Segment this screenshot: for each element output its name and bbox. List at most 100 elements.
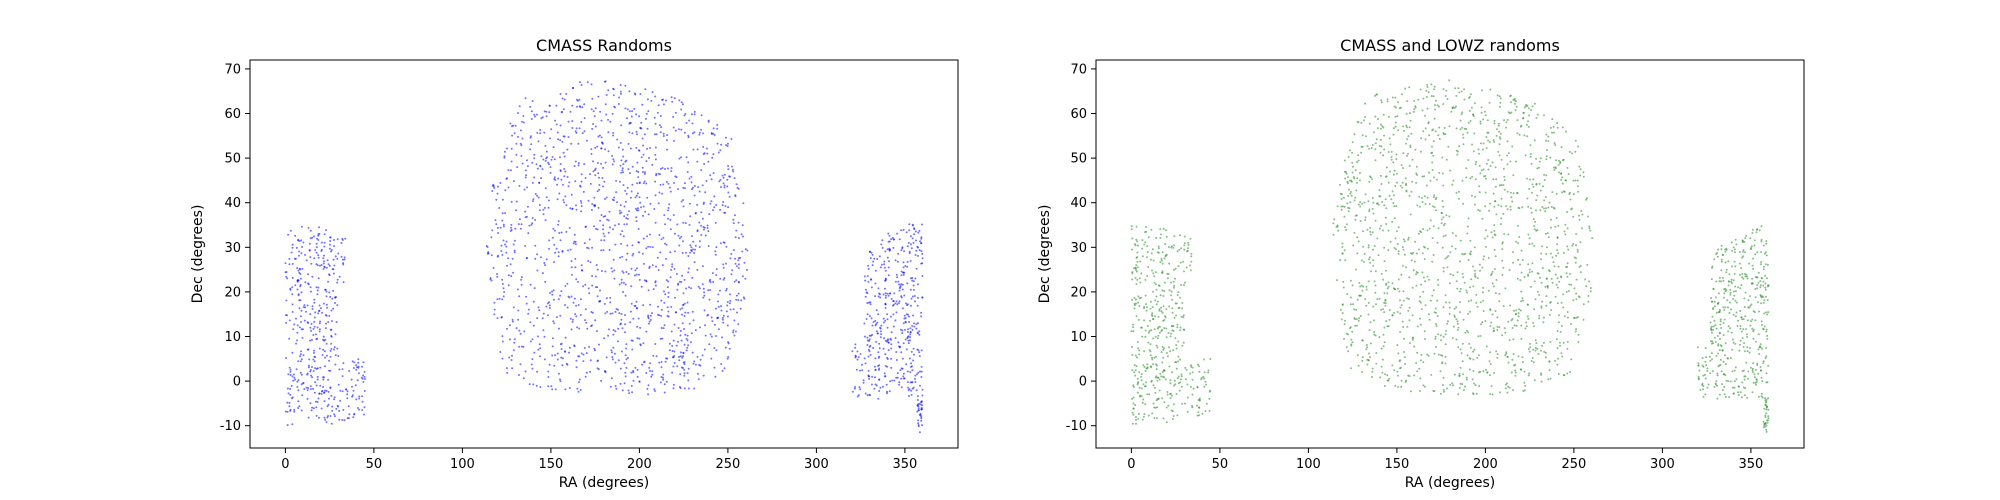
data-point bbox=[493, 308, 496, 311]
data-point bbox=[1348, 149, 1351, 152]
data-point bbox=[1198, 406, 1201, 409]
data-point bbox=[566, 306, 569, 309]
data-point bbox=[1340, 205, 1343, 208]
data-point bbox=[903, 250, 906, 253]
data-point bbox=[1759, 286, 1762, 289]
data-point bbox=[364, 378, 366, 380]
data-point bbox=[726, 315, 729, 318]
data-point bbox=[517, 309, 520, 312]
data-point bbox=[666, 148, 669, 151]
data-point bbox=[575, 204, 577, 207]
data-point bbox=[1528, 114, 1531, 117]
data-point bbox=[635, 194, 638, 197]
data-point bbox=[289, 288, 292, 291]
data-point bbox=[709, 289, 712, 291]
data-point bbox=[1165, 253, 1168, 256]
data-point bbox=[546, 156, 548, 159]
data-point bbox=[557, 298, 560, 301]
data-point bbox=[571, 320, 574, 323]
data-point bbox=[1540, 258, 1542, 261]
data-point bbox=[1716, 372, 1719, 375]
data-point bbox=[877, 356, 880, 359]
data-point bbox=[728, 195, 731, 198]
data-point bbox=[887, 349, 890, 352]
data-point bbox=[687, 134, 690, 137]
data-point bbox=[558, 192, 561, 195]
data-point bbox=[1480, 106, 1483, 109]
data-point bbox=[1765, 408, 1768, 411]
data-point bbox=[510, 147, 513, 150]
data-point bbox=[1578, 165, 1581, 168]
data-point bbox=[859, 388, 862, 391]
data-point bbox=[1159, 261, 1162, 264]
data-point bbox=[736, 311, 738, 314]
data-point bbox=[1147, 341, 1150, 344]
data-point bbox=[1469, 120, 1472, 122]
data-point bbox=[609, 226, 611, 229]
data-point bbox=[911, 328, 914, 331]
data-point bbox=[1756, 284, 1759, 287]
data-point bbox=[339, 389, 342, 392]
data-point bbox=[635, 307, 638, 309]
data-point bbox=[1432, 205, 1434, 208]
data-point bbox=[1511, 145, 1514, 148]
data-point bbox=[1549, 252, 1552, 255]
data-point bbox=[295, 246, 298, 249]
data-point bbox=[1529, 342, 1531, 345]
data-point bbox=[911, 223, 914, 226]
data-point bbox=[890, 343, 893, 346]
data-point bbox=[530, 118, 533, 120]
data-point bbox=[1434, 335, 1437, 338]
data-point bbox=[898, 381, 901, 384]
data-point bbox=[1374, 148, 1377, 151]
y-tick-label: -10 bbox=[1066, 419, 1087, 434]
data-point bbox=[324, 288, 327, 291]
data-point bbox=[541, 272, 544, 275]
data-point bbox=[630, 302, 633, 305]
data-point bbox=[665, 243, 668, 246]
data-point bbox=[1488, 101, 1491, 104]
data-point bbox=[1154, 283, 1157, 286]
data-point bbox=[1156, 346, 1159, 349]
data-point bbox=[313, 360, 316, 363]
data-point bbox=[1365, 285, 1368, 288]
data-point bbox=[1751, 391, 1754, 394]
data-point bbox=[594, 174, 597, 177]
data-point bbox=[1470, 299, 1473, 302]
data-point bbox=[1380, 347, 1383, 350]
data-point bbox=[596, 145, 599, 148]
data-point bbox=[1471, 175, 1474, 178]
data-point bbox=[669, 276, 672, 279]
data-point bbox=[1357, 159, 1360, 162]
data-point bbox=[720, 363, 723, 365]
data-point bbox=[1467, 259, 1470, 261]
data-point bbox=[1135, 270, 1138, 273]
data-point bbox=[1562, 158, 1565, 161]
data-point bbox=[673, 250, 676, 253]
data-point bbox=[1762, 284, 1765, 287]
data-point bbox=[641, 171, 644, 173]
data-point bbox=[902, 271, 905, 274]
data-point bbox=[1414, 240, 1416, 243]
data-point bbox=[637, 317, 640, 320]
data-point bbox=[1760, 369, 1763, 372]
data-point bbox=[304, 253, 306, 256]
data-point bbox=[560, 178, 563, 181]
data-point bbox=[890, 366, 893, 369]
data-point bbox=[1720, 248, 1723, 251]
data-point bbox=[1527, 125, 1530, 128]
data-point bbox=[334, 255, 337, 258]
data-point bbox=[1760, 225, 1763, 228]
data-point bbox=[1342, 286, 1345, 289]
data-point bbox=[593, 225, 595, 228]
data-point bbox=[854, 343, 857, 346]
data-point bbox=[727, 342, 730, 345]
data-point bbox=[1555, 283, 1558, 286]
data-point bbox=[1472, 370, 1475, 372]
data-point bbox=[1177, 265, 1180, 268]
data-point bbox=[1152, 318, 1155, 321]
data-point bbox=[1176, 250, 1179, 253]
data-point bbox=[723, 186, 726, 189]
data-point bbox=[1744, 387, 1747, 390]
